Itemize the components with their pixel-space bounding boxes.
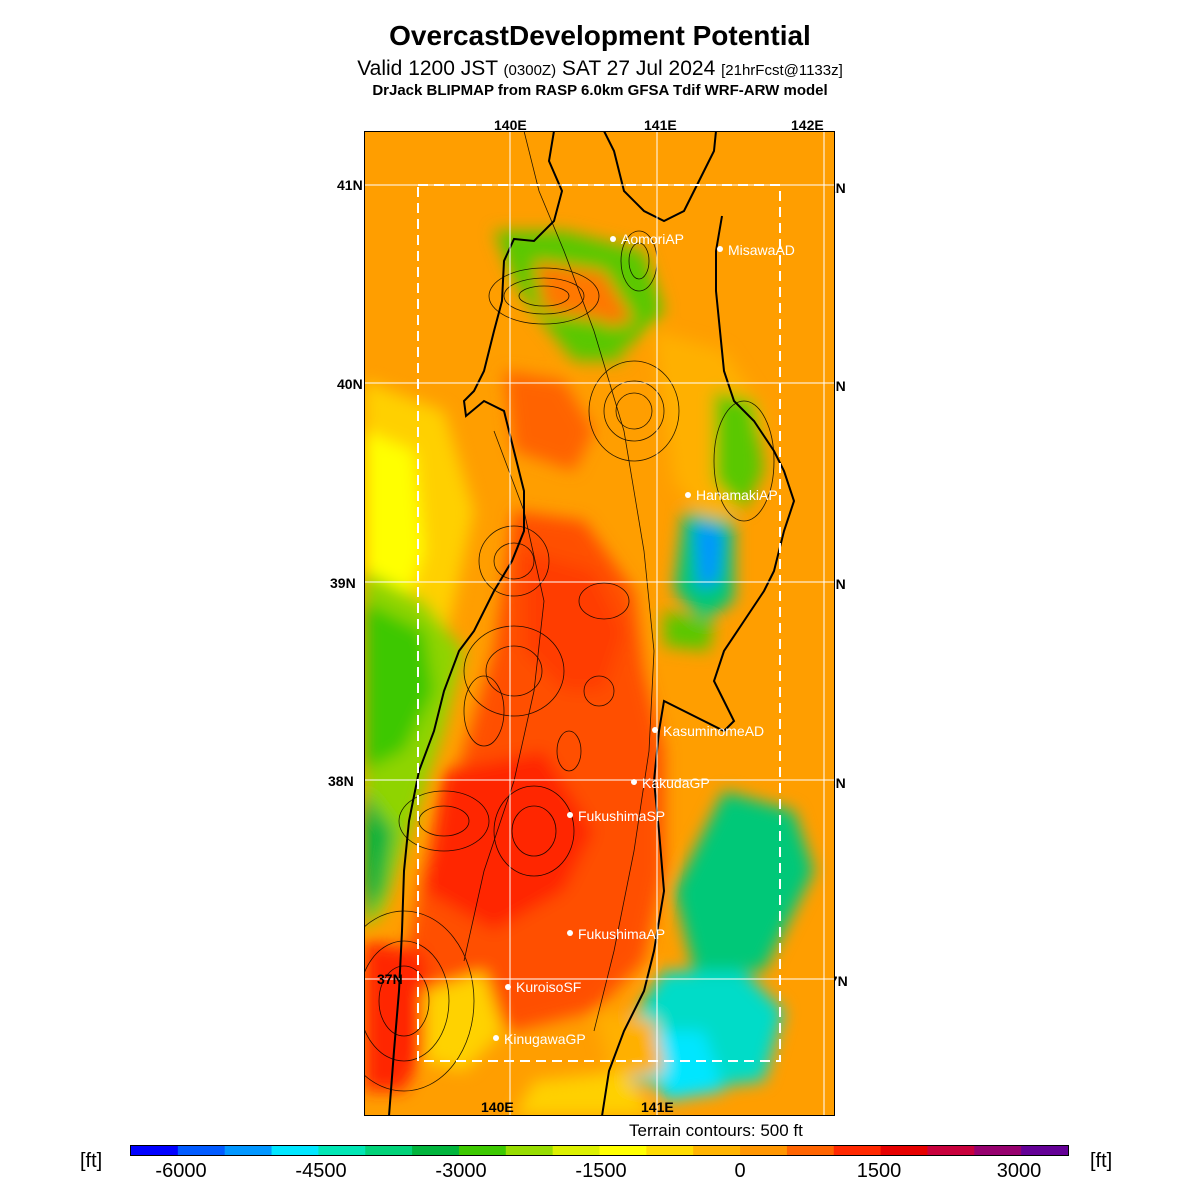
potential-field xyxy=(364,131,835,1116)
colorbar-cell xyxy=(224,1146,273,1155)
terrain-contours xyxy=(364,131,775,1092)
terrain-note: Terrain contours: 500 ft xyxy=(629,1121,803,1140)
colorbar-frame xyxy=(130,1145,1069,1156)
colorbar-tick: -6000 xyxy=(155,1160,207,1182)
colorbar-tick: -1500 xyxy=(575,1160,627,1182)
station-kuroiso[interactable]: KuroisoSF xyxy=(505,979,581,995)
station-fukushima-ap[interactable]: FukushimaAP xyxy=(567,926,665,942)
forecast-info: [21hrFcst@1133z] xyxy=(721,62,843,79)
map-title: OvercastDevelopment Potential xyxy=(389,20,811,51)
colorbar-cell xyxy=(927,1146,975,1155)
colorbar-cell xyxy=(880,1146,928,1155)
colorbar-cell xyxy=(365,1146,413,1155)
colorbar-cell xyxy=(786,1146,835,1155)
lon-bottom-141: 141E xyxy=(641,1099,674,1115)
colorbar-cell xyxy=(646,1146,694,1155)
station-label: KakudaGP xyxy=(642,775,710,791)
lat-left-39: 39N xyxy=(330,575,356,591)
valid-time: Valid 1200 JST (0300Z) SAT 27 Jul 2024 [… xyxy=(0,57,1200,81)
station-label: AomoriAP xyxy=(621,231,684,247)
station-misawa[interactable]: MisawaAD xyxy=(717,242,795,258)
station-kakuda[interactable]: KakudaGP xyxy=(631,775,710,791)
station-label: HanamakiAP xyxy=(696,487,778,503)
valid-date: SAT 27 Jul 2024 xyxy=(561,57,716,80)
station-label: KasuminomeAD xyxy=(663,723,764,739)
colorbar-cell xyxy=(131,1146,179,1155)
lon-top-140: 140E xyxy=(494,117,527,133)
station-label: KinugawaGP xyxy=(504,1031,586,1047)
colorbar-cell xyxy=(693,1146,741,1155)
lon-bottom-140: 140E xyxy=(481,1099,514,1115)
colorbar-tick: 0 xyxy=(734,1160,746,1182)
colorbar-cell xyxy=(552,1146,600,1155)
lat-left-40: 40N xyxy=(337,376,363,392)
lon-top-141: 141E xyxy=(644,117,677,133)
colorbar-cell xyxy=(177,1146,226,1155)
colorbar-cell xyxy=(271,1146,319,1155)
station-label: MisawaAD xyxy=(728,242,795,258)
station-fukushima-sp[interactable]: FukushimaSP xyxy=(567,808,665,824)
colorbar xyxy=(130,1145,1069,1156)
station-label: FukushimaAP xyxy=(578,926,665,942)
colorbar-cell xyxy=(974,1146,1022,1155)
inner-domain-box xyxy=(417,184,781,1062)
colorbar-tick: -3000 xyxy=(435,1160,487,1182)
forecast-map: 37N 140E 141E AomoriAP MisawaAD Hanamaki… xyxy=(364,131,835,1116)
colorbar-tick: 1500 xyxy=(856,1160,902,1182)
valid-prefix: Valid 1200 JST xyxy=(357,57,498,80)
lon-top-142: 142E xyxy=(791,117,824,133)
station-kasuminome[interactable]: KasuminomeAD xyxy=(652,723,764,739)
lat-left-38: 38N xyxy=(328,773,354,789)
lat-left-41: 41N xyxy=(337,177,363,193)
colorbar-cell xyxy=(599,1146,647,1155)
colorbar-unit-right: [ft] xyxy=(1090,1150,1113,1172)
colorbar-tick: -4500 xyxy=(295,1160,347,1182)
station-label: KuroisoSF xyxy=(516,979,581,995)
valid-z: (0300Z) xyxy=(503,62,557,79)
colorbar-cell xyxy=(505,1146,554,1155)
colorbar-cell xyxy=(318,1146,366,1155)
station-aomori[interactable]: AomoriAP xyxy=(610,231,684,247)
colorbar-unit-left: [ft] xyxy=(80,1150,103,1172)
model-info: DrJack BLIPMAP from RASP 6.0km GFSA Tdif… xyxy=(372,82,828,99)
colorbar-tick: 3000 xyxy=(996,1160,1042,1182)
colorbar-cell xyxy=(412,1146,460,1155)
colorbar-cell xyxy=(458,1146,507,1155)
lat-left-37: 37N xyxy=(377,971,403,987)
station-label: FukushimaSP xyxy=(578,808,665,824)
map-frame xyxy=(364,131,835,1116)
coastline xyxy=(388,131,796,1116)
colorbar-cell xyxy=(740,1146,788,1155)
colorbar-cell xyxy=(833,1146,882,1155)
station-kinugawa[interactable]: KinugawaGP xyxy=(493,1031,586,1047)
station-hanamaki[interactable]: HanamakiAP xyxy=(685,487,778,503)
colorbar-cell xyxy=(1021,1146,1069,1155)
stations: AomoriAP MisawaAD HanamakiAP KasuminomeA… xyxy=(493,231,795,1047)
graticule xyxy=(364,131,835,1116)
